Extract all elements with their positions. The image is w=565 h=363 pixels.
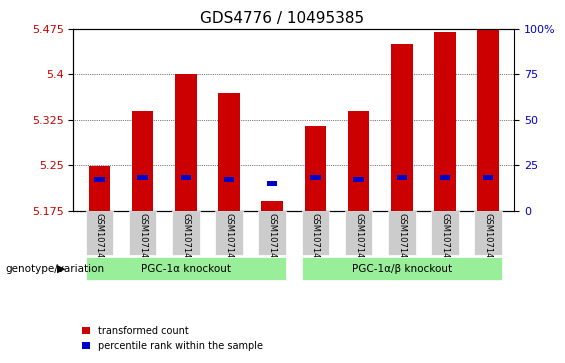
FancyBboxPatch shape bbox=[85, 211, 113, 255]
FancyBboxPatch shape bbox=[354, 177, 364, 182]
Text: GSM1071425: GSM1071425 bbox=[397, 213, 406, 269]
FancyBboxPatch shape bbox=[302, 211, 329, 255]
FancyBboxPatch shape bbox=[85, 257, 286, 280]
FancyBboxPatch shape bbox=[267, 181, 277, 186]
FancyBboxPatch shape bbox=[215, 211, 243, 255]
Bar bbox=[89, 166, 110, 211]
FancyBboxPatch shape bbox=[397, 175, 407, 180]
Text: GSM1071418: GSM1071418 bbox=[95, 213, 104, 269]
FancyBboxPatch shape bbox=[388, 211, 416, 255]
Text: genotype/variation: genotype/variation bbox=[6, 264, 105, 274]
FancyBboxPatch shape bbox=[94, 177, 105, 182]
FancyBboxPatch shape bbox=[172, 211, 199, 255]
Text: ▶: ▶ bbox=[56, 264, 65, 274]
Bar bbox=[218, 93, 240, 211]
FancyBboxPatch shape bbox=[258, 211, 286, 255]
Bar bbox=[262, 201, 283, 211]
FancyBboxPatch shape bbox=[310, 175, 320, 180]
Bar bbox=[477, 29, 499, 211]
Legend: transformed count, percentile rank within the sample: transformed count, percentile rank withi… bbox=[79, 322, 267, 355]
FancyBboxPatch shape bbox=[137, 175, 148, 180]
FancyBboxPatch shape bbox=[345, 211, 372, 255]
Bar bbox=[132, 111, 153, 211]
Text: GDS4776 / 10495385: GDS4776 / 10495385 bbox=[201, 11, 364, 26]
Text: PGC-1α knockout: PGC-1α knockout bbox=[141, 264, 231, 274]
Text: GSM1071426: GSM1071426 bbox=[441, 213, 450, 269]
FancyBboxPatch shape bbox=[440, 175, 450, 180]
FancyBboxPatch shape bbox=[302, 257, 502, 280]
Text: GSM1071424: GSM1071424 bbox=[354, 213, 363, 269]
Bar bbox=[434, 32, 456, 211]
Text: GSM1071419: GSM1071419 bbox=[138, 213, 147, 269]
Text: GSM1071423: GSM1071423 bbox=[311, 213, 320, 269]
Text: GSM1071422: GSM1071422 bbox=[268, 213, 277, 269]
FancyBboxPatch shape bbox=[483, 175, 493, 180]
Text: GSM1071420: GSM1071420 bbox=[181, 213, 190, 269]
FancyBboxPatch shape bbox=[224, 177, 234, 182]
FancyBboxPatch shape bbox=[129, 211, 157, 255]
FancyBboxPatch shape bbox=[475, 211, 502, 255]
Text: GSM1071421: GSM1071421 bbox=[224, 213, 233, 269]
Bar bbox=[305, 126, 326, 211]
FancyBboxPatch shape bbox=[431, 211, 459, 255]
Text: PGC-1α/β knockout: PGC-1α/β knockout bbox=[352, 264, 452, 274]
Bar bbox=[391, 44, 412, 211]
Bar bbox=[348, 111, 370, 211]
FancyBboxPatch shape bbox=[181, 175, 191, 180]
Bar bbox=[175, 74, 197, 211]
Text: GSM1071427: GSM1071427 bbox=[484, 213, 493, 269]
